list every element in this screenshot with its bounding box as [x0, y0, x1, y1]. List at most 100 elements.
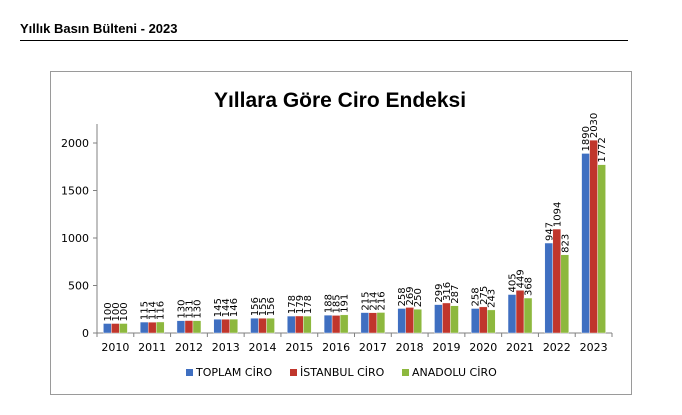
bar-2 — [192, 320, 202, 334]
data-label: 178 — [287, 295, 298, 314]
bar-1 — [295, 315, 304, 334]
bar-0 — [471, 308, 480, 334]
data-label: 145 — [213, 298, 224, 317]
legend-label-2: ANADOLU CİRO — [412, 366, 497, 379]
data-label: 269 — [405, 286, 416, 305]
legend-swatch-0 — [186, 369, 193, 376]
data-label: 1772 — [597, 137, 608, 162]
y-tick-label: 0 — [82, 327, 89, 340]
bar-0 — [544, 242, 554, 334]
bar-2 — [597, 164, 606, 334]
x-tick-label: 2011 — [138, 341, 166, 354]
header-rule — [20, 40, 628, 41]
data-label: 130 — [176, 300, 187, 319]
data-label: 115 — [140, 301, 151, 320]
data-label: 100 — [119, 302, 130, 321]
x-tick-label: 2017 — [359, 341, 387, 354]
legend-label-0: TOPLAM CİRO — [195, 366, 272, 379]
data-label: 130 — [192, 300, 203, 319]
bar-0 — [581, 153, 590, 334]
bar-0 — [507, 294, 517, 334]
data-label: 368 — [524, 277, 535, 296]
x-tick-label: 2015 — [285, 341, 313, 354]
bar-0 — [213, 319, 222, 334]
data-label: 250 — [413, 288, 424, 307]
data-label: 156 — [250, 297, 261, 316]
bar-1 — [331, 315, 341, 334]
x-tick-label: 2022 — [543, 341, 571, 354]
bar-0 — [103, 323, 112, 334]
data-label: 258 — [397, 287, 408, 306]
x-tick-label: 2019 — [432, 341, 460, 354]
bar-2 — [119, 323, 128, 334]
bar-1 — [368, 312, 378, 334]
legend-swatch-1 — [290, 369, 297, 376]
bar-0 — [139, 321, 149, 334]
x-tick-label: 2020 — [469, 341, 497, 354]
bar-1 — [479, 306, 488, 334]
data-label: 100 — [103, 302, 114, 321]
data-label: 947 — [544, 222, 555, 241]
bar-2 — [450, 305, 459, 334]
x-tick-label: 2021 — [506, 341, 534, 354]
y-tick-label: 1500 — [61, 185, 89, 198]
bar-2 — [413, 309, 422, 334]
bar-0 — [434, 304, 443, 334]
bar-2 — [339, 314, 349, 334]
data-label: 100 — [111, 302, 122, 321]
document-header: Yıllık Basın Bülteni - 2023 — [20, 21, 628, 41]
data-label: 214 — [368, 292, 379, 311]
bar-1 — [147, 321, 157, 334]
y-tick-label: 2000 — [61, 137, 89, 150]
bar-2 — [303, 315, 312, 334]
bar-1 — [184, 320, 194, 334]
chart-axes: 0 500 1000 1500 2000 2010 2011 2012 2013 2014 2015… — [61, 124, 613, 354]
bar-1 — [442, 302, 451, 334]
bar-1 — [405, 307, 414, 334]
data-label: 131 — [184, 299, 195, 318]
data-label: 1094 — [552, 202, 563, 227]
bar-1 — [111, 323, 120, 334]
bar-0 — [323, 314, 333, 334]
y-tick-label: 1000 — [61, 232, 89, 245]
x-tick-label: 2016 — [322, 341, 350, 354]
data-label: 215 — [360, 291, 371, 310]
chart-legend: TOPLAM CİRO İSTANBUL CİRO ANADOLU CİRO — [186, 366, 497, 379]
bar-2 — [376, 312, 386, 334]
data-label: 116 — [156, 301, 167, 320]
legend-swatch-2 — [402, 369, 409, 376]
data-label: 823 — [560, 234, 571, 253]
data-label: 178 — [303, 295, 314, 314]
legend-label-1: İSTANBUL CİRO — [300, 366, 385, 379]
data-label: 188 — [324, 294, 335, 313]
data-label: 185 — [332, 294, 343, 313]
bar-2 — [560, 254, 570, 334]
data-label: 258 — [471, 287, 482, 306]
data-label: 216 — [376, 291, 387, 310]
x-tick-label: 2012 — [175, 341, 203, 354]
document-title: Yıllık Basın Bülteni - 2023 — [20, 21, 178, 36]
data-label: 191 — [340, 294, 351, 313]
bar-0 — [176, 320, 186, 334]
bar-2 — [487, 309, 496, 334]
bar-2 — [266, 317, 275, 334]
bar-2 — [229, 318, 238, 334]
x-tick-label: 2014 — [249, 341, 277, 354]
data-label: 144 — [221, 298, 232, 317]
x-tick-label: 2013 — [212, 341, 240, 354]
data-label: 155 — [258, 297, 269, 316]
data-label: 449 — [516, 269, 527, 288]
data-label: 156 — [266, 297, 277, 316]
chart-bars — [103, 139, 606, 334]
data-label: 243 — [487, 289, 498, 308]
bar-0 — [360, 312, 370, 334]
bar-0 — [250, 317, 259, 334]
bar-1 — [221, 319, 230, 334]
data-label: 2030 — [589, 113, 600, 138]
data-label: 299 — [434, 284, 445, 303]
bar-0 — [287, 315, 296, 334]
x-tick-label: 2018 — [396, 341, 424, 354]
chart-title: Yıllara Göre Ciro Endeksi — [214, 89, 466, 112]
data-label: 1890 — [581, 126, 592, 151]
data-label: 146 — [229, 298, 240, 317]
